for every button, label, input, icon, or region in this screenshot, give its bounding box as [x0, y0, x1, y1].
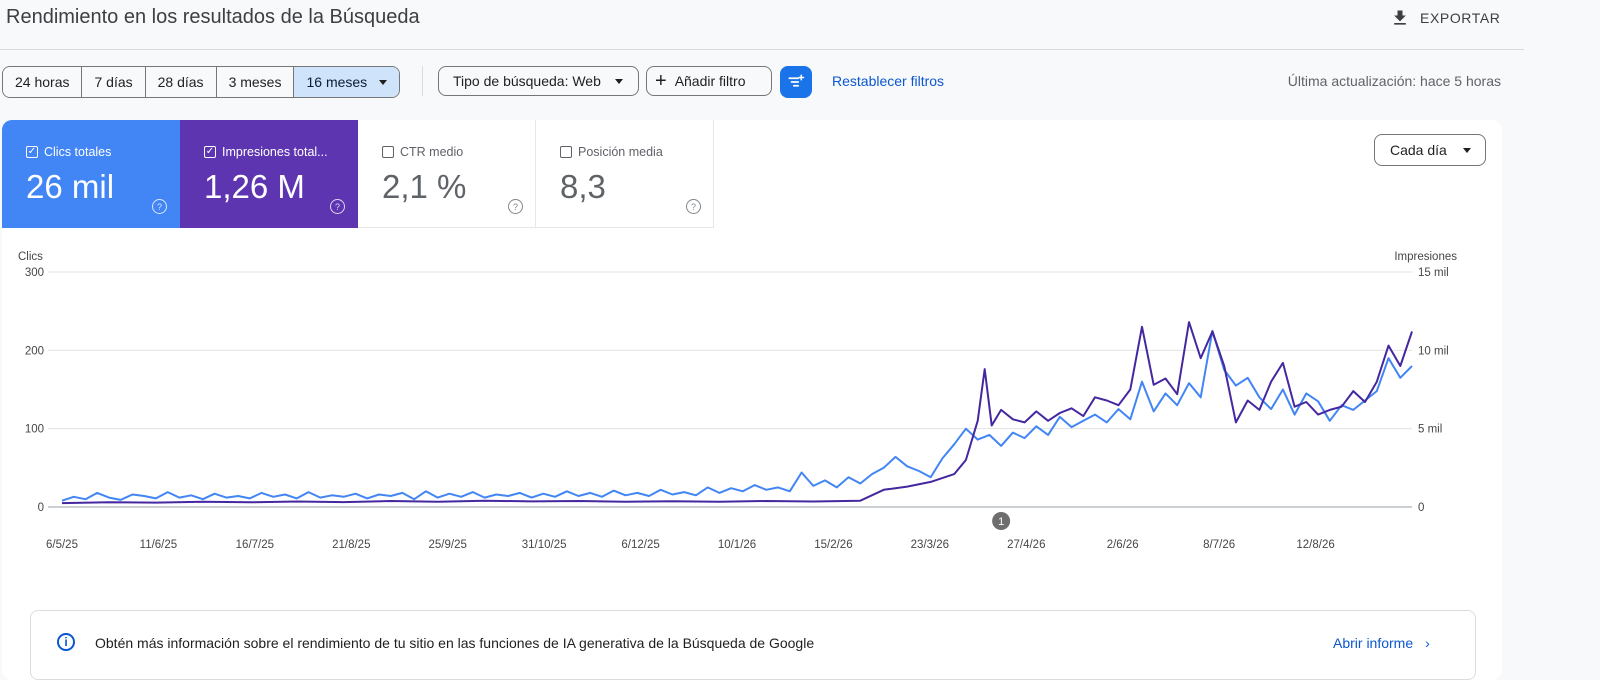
metric-label: Posición media — [578, 145, 663, 159]
checkbox-checked-icon[interactable]: ✓ — [204, 146, 216, 158]
metric-value: 2,1 % — [382, 168, 467, 205]
x-tick-label: 15/2/26 — [814, 539, 852, 551]
x-tick-label: 10/1/26 — [718, 539, 756, 551]
performance-card: ✓ Clics totales 26 mil ? ✓ Impresiones tot… — [2, 120, 1502, 680]
y-right-tick-label: 10 mil — [1418, 345, 1449, 357]
info-icon: i — [57, 633, 75, 651]
y-left-tick-label: 100 — [25, 424, 44, 436]
chevron-right-icon: › — [1425, 635, 1430, 651]
metric-value: 26 mil — [26, 168, 115, 205]
header-divider — [0, 49, 1524, 50]
ai-features-info-banner: i Obtén más información sobre el rendimi… — [30, 610, 1476, 680]
download-icon — [1394, 10, 1406, 25]
toolbar-divider — [422, 66, 423, 96]
help-icon[interactable]: ? — [330, 199, 345, 214]
range-28d-button[interactable]: 28 días — [145, 67, 217, 97]
y-right-tick-label: 5 mil — [1418, 424, 1442, 436]
performance-chart: Clics Impresiones 0 0 100 5 mil 200 10 mil 300 15… — [18, 251, 1457, 551]
metric-value: 8,3 — [560, 168, 606, 205]
page-title: Rendimiento en los resultados de la Búsq… — [6, 6, 420, 28]
filter-list-icon — [788, 74, 805, 87]
y-left-tick-label: 0 — [38, 502, 44, 514]
chevron-down-icon — [379, 79, 388, 85]
info-text: Obtén más información sobre el rendimien… — [95, 635, 815, 651]
checkbox-checked-icon[interactable]: ✓ — [26, 146, 38, 158]
open-report-link[interactable]: Abrir informe › — [1333, 635, 1430, 651]
x-tick-label: 11/6/25 — [140, 539, 178, 551]
export-label: EXPORTAR — [1420, 10, 1501, 26]
checkbox-unchecked-icon[interactable] — [560, 146, 572, 158]
metric-total-clicks[interactable]: ✓ Clics totales 26 mil ? — [2, 120, 180, 228]
y-left-tick-label: 200 — [25, 345, 44, 357]
metric-average-ctr[interactable]: CTR medio 2,1 % ? — [358, 120, 536, 228]
annotation-marker — [992, 512, 1011, 530]
x-tick-label: 6/12/25 — [621, 539, 659, 551]
metric-label: Impresiones total... — [222, 145, 328, 159]
clicks-series-line — [61, 329, 1413, 502]
help-icon[interactable]: ? — [508, 199, 523, 214]
x-tick-label: 25/9/25 — [429, 539, 467, 551]
help-icon[interactable]: ? — [152, 199, 167, 214]
chevron-down-icon — [614, 78, 623, 84]
plus-icon: + — [655, 70, 667, 92]
search-type-dropdown[interactable]: Tipo de búsqueda: Web — [438, 66, 639, 96]
x-tick-label: 16/7/25 — [236, 539, 274, 551]
y-left-tick-label: 300 — [25, 267, 44, 279]
filter-settings-button[interactable] — [780, 66, 812, 98]
chevron-down-icon — [1462, 147, 1471, 153]
metric-value: 1,26 M — [204, 168, 305, 205]
range-16m-button[interactable]: 16 meses — [294, 67, 400, 97]
x-tick-label: 31/10/25 — [522, 539, 567, 551]
metric-label: CTR medio — [400, 145, 464, 159]
range-24h-button[interactable]: 24 horas — [3, 67, 83, 97]
y-right-axis-label: Impresiones — [1394, 251, 1457, 263]
checkbox-unchecked-icon[interactable] — [382, 146, 394, 158]
x-tick-label: 12/8/26 — [1296, 539, 1334, 551]
x-tick-label: 27/4/26 — [1007, 539, 1045, 551]
range-3m-button[interactable]: 3 meses — [216, 67, 295, 97]
range-7d-button[interactable]: 7 días — [82, 67, 146, 97]
metric-average-position[interactable]: Posición media 8,3 ? — [536, 120, 714, 228]
metric-total-impressions[interactable]: ✓ Impresiones total... 1,26 M ? — [180, 120, 358, 228]
y-left-axis-label: Clics — [18, 251, 43, 263]
y-right-tick-label: 0 — [1418, 502, 1424, 514]
impressions-series-line — [61, 321, 1413, 505]
x-tick-label: 2/6/26 — [1107, 539, 1139, 551]
x-tick-label: 23/3/26 — [911, 539, 949, 551]
help-icon[interactable]: ? — [686, 199, 701, 214]
add-filter-button[interactable]: + Añadir filtro — [646, 66, 772, 96]
metric-label: Clics totales — [44, 145, 112, 159]
last-updated-text: Última actualización: hace 5 horas — [1287, 73, 1501, 89]
y-right-tick-label: 15 mil — [1418, 267, 1449, 279]
x-tick-label: 6/5/25 — [46, 539, 78, 551]
reset-filters-link[interactable]: Restablecer filtros — [832, 73, 945, 89]
export-button[interactable]: EXPORTAR — [1390, 8, 1501, 28]
x-tick-label: 8/7/26 — [1203, 539, 1235, 551]
x-tick-label: 21/8/25 — [332, 539, 370, 551]
annotation-marker-label: 1 — [998, 516, 1004, 528]
date-range-selector: 24 horas 7 días 28 días 3 meses 16 meses — [2, 66, 401, 98]
granularity-dropdown[interactable]: Cada día — [1374, 134, 1486, 166]
